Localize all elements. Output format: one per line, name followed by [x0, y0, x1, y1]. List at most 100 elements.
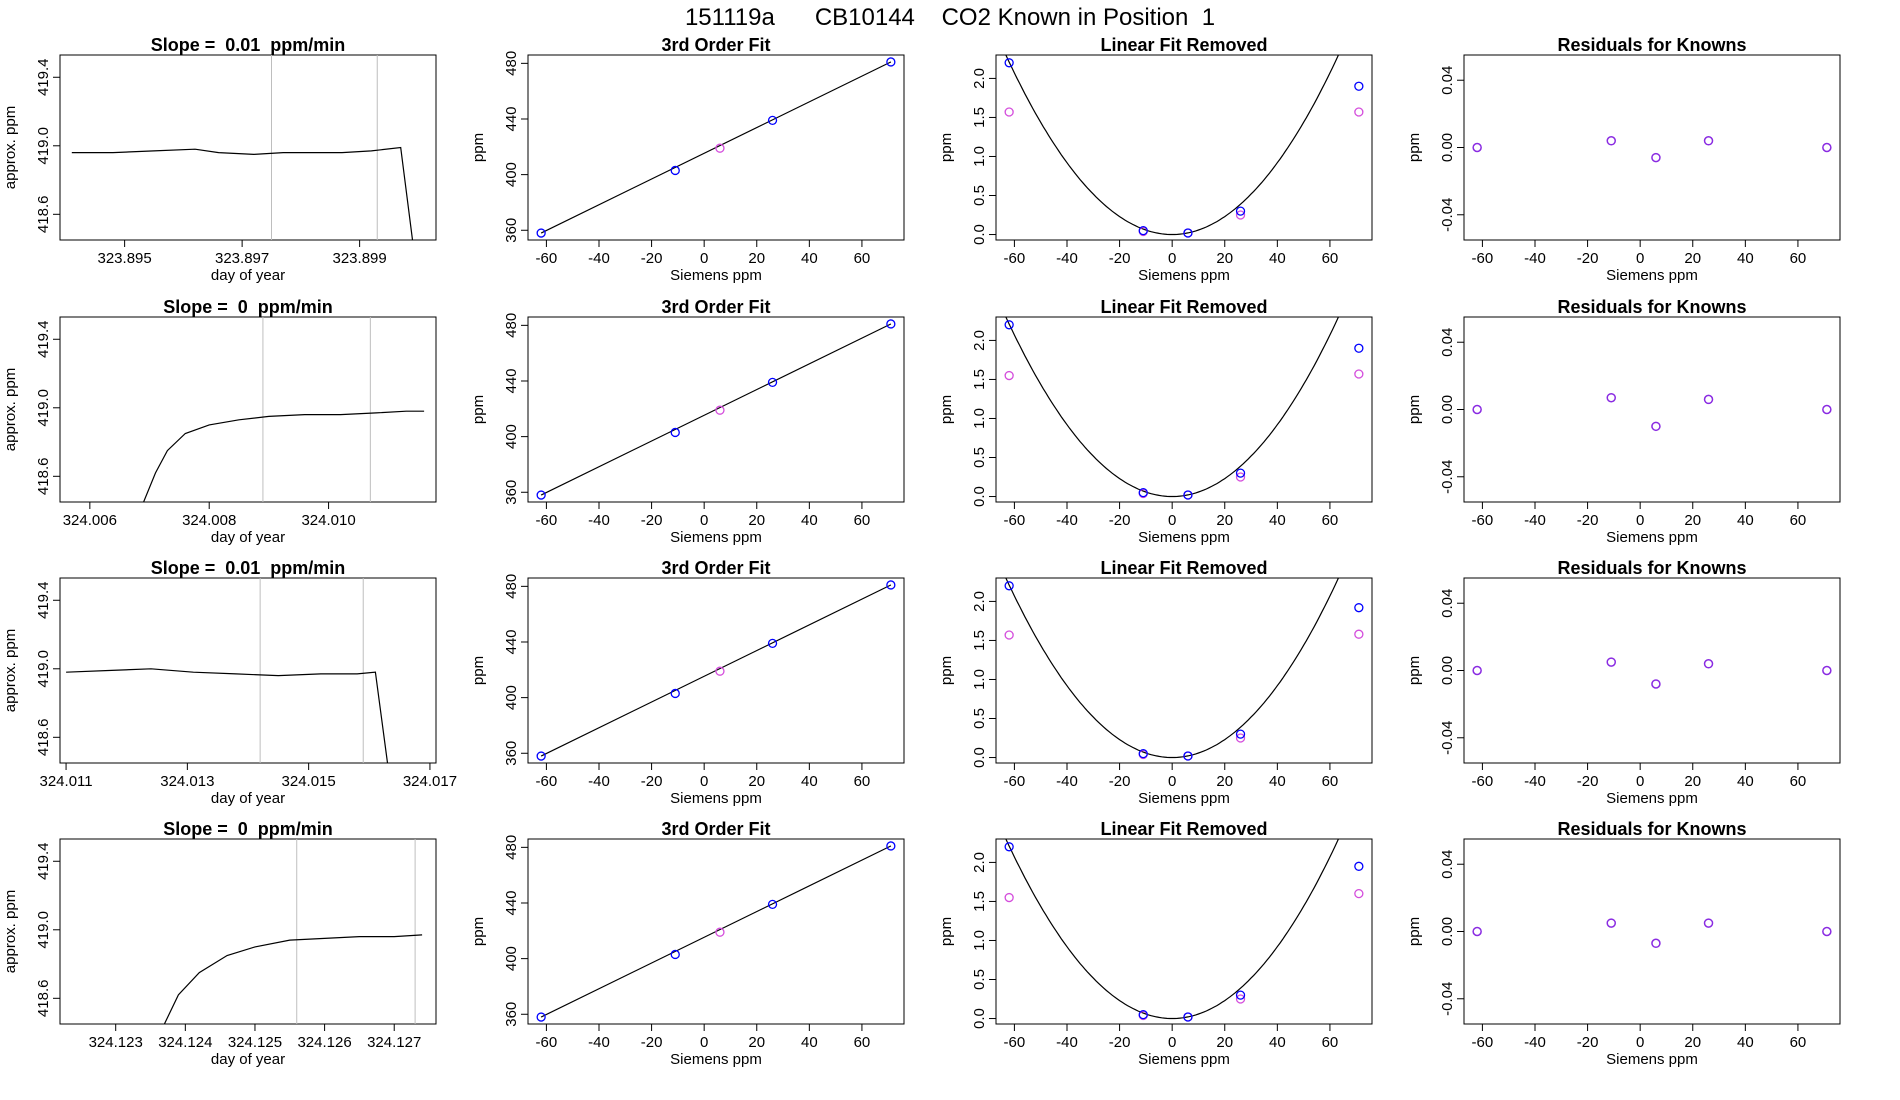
- data-point-blue: [1354, 603, 1364, 613]
- y-tick-label: 360: [503, 1002, 520, 1027]
- data-point-magenta: [1004, 107, 1014, 117]
- x-tick-label: 60: [1790, 250, 1807, 267]
- x-tick-label: -20: [641, 250, 663, 267]
- panel-title: 3rd Order Fit: [661, 35, 770, 55]
- x-tick-label: -40: [1056, 512, 1078, 529]
- x-tick-label: 0: [1168, 250, 1176, 267]
- y-tick-label: 0.5: [971, 447, 988, 468]
- x-tick-label: 40: [1737, 250, 1754, 267]
- data-point-magenta: [1004, 370, 1014, 381]
- y-tick-label: 440: [503, 368, 520, 393]
- data-point-blue: [886, 580, 896, 590]
- data-point-blue: [670, 949, 680, 960]
- x-axis-label: Siemens ppm: [1138, 529, 1230, 546]
- x-tick-label: -40: [1524, 773, 1546, 790]
- x-tick-label: 324.124: [158, 1034, 212, 1051]
- data-point-blue: [670, 427, 680, 438]
- y-tick-label: 360: [503, 480, 520, 505]
- panel-title: Slope = 0 ppm/min: [163, 819, 333, 839]
- data-point-blue: [1004, 842, 1014, 852]
- y-tick-label: 0.0: [971, 224, 988, 245]
- plot-frame: [995, 838, 1373, 1025]
- y-tick-label: 0.5: [971, 185, 988, 206]
- data-point-residual: [1822, 142, 1832, 153]
- data-point-blue: [1183, 228, 1193, 238]
- data-point-magenta: [1235, 210, 1246, 220]
- x-axis-label: Siemens ppm: [1138, 790, 1230, 807]
- data-point-blue: [886, 57, 896, 67]
- panel-title: Residuals for Knowns: [1557, 297, 1746, 317]
- x-tick-label: -60: [1004, 250, 1026, 267]
- x-tick-label: -40: [1524, 512, 1546, 529]
- data-point-blue: [1004, 58, 1014, 68]
- x-tick-label: 0: [1636, 512, 1644, 529]
- x-tick-label: 0: [1636, 773, 1644, 790]
- y-tick-label: 0.0: [971, 486, 988, 507]
- x-tick-label: 40: [1737, 1034, 1754, 1051]
- x-tick-label: -60: [536, 512, 558, 529]
- y-tick-label: 480: [503, 835, 520, 860]
- x-tick-label: 0: [1168, 773, 1176, 790]
- x-tick-label: 324.011: [40, 773, 93, 790]
- y-tick-label: 419.0: [35, 127, 52, 165]
- y-tick-label: 480: [503, 51, 520, 76]
- y-tick-label: 2.0: [971, 852, 988, 873]
- y-tick-label: 1.5: [971, 369, 988, 390]
- data-point-blue: [1235, 990, 1246, 1000]
- x-tick-label: -20: [1109, 512, 1131, 529]
- data-point-residual: [1472, 926, 1482, 937]
- plot-marks: [1472, 392, 1832, 432]
- data-point-magenta: [715, 143, 725, 153]
- x-tick-label: 0: [700, 773, 708, 790]
- plot-frame: [59, 54, 437, 241]
- data-point-residual: [1822, 665, 1832, 676]
- y-tick-label: 440: [503, 106, 520, 131]
- panel-title: Slope = 0.01 ppm/min: [151, 35, 346, 55]
- panel-title: Residuals for Knowns: [1557, 35, 1746, 55]
- data-point-residual: [1703, 394, 1714, 405]
- y-tick-label: -0.04: [1439, 198, 1456, 232]
- x-tick-label: -60: [1004, 773, 1026, 790]
- x-tick-label: 60: [1790, 512, 1807, 529]
- panel-title: Linear Fit Removed: [1100, 558, 1267, 578]
- plot-marks: [1472, 657, 1832, 689]
- y-tick-label: 418.6: [35, 458, 52, 496]
- data-point-residual: [1472, 142, 1482, 153]
- y-tick-label: 480: [503, 574, 520, 599]
- data-point-magenta: [1004, 630, 1014, 640]
- data-point-blue: [1004, 320, 1014, 330]
- data-point-blue: [767, 377, 778, 388]
- plot-marks: [536, 319, 896, 500]
- y-axis-label: ppm: [1406, 656, 1423, 685]
- y-tick-label: 419.4: [35, 842, 52, 880]
- x-tick-label: 40: [1269, 512, 1286, 529]
- plot-marks: [1472, 136, 1832, 163]
- plot-frame: [995, 577, 1373, 764]
- data-point-magenta: [1354, 629, 1364, 639]
- series-line: [71, 146, 414, 240]
- data-point-residual: [1606, 657, 1616, 667]
- plot-frame: [1463, 577, 1841, 764]
- data-point-blue: [1354, 81, 1364, 91]
- x-tick-label: -20: [1577, 773, 1599, 790]
- y-axis-label: ppm: [1406, 395, 1423, 424]
- y-tick-label: 419.0: [35, 911, 52, 949]
- y-tick-label: 419.4: [35, 581, 52, 619]
- data-point-residual: [1822, 404, 1832, 415]
- x-tick-label: 60: [854, 773, 871, 790]
- x-tick-label: 323.899: [333, 250, 387, 267]
- data-point-residual: [1703, 136, 1714, 146]
- x-tick-label: -40: [588, 1034, 610, 1051]
- x-tick-label: -40: [1524, 1034, 1546, 1051]
- x-tick-label: 0: [1636, 250, 1644, 267]
- plot-marks: [143, 317, 425, 502]
- data-point-magenta: [1004, 892, 1014, 903]
- y-axis-label: ppm: [1406, 917, 1423, 946]
- y-tick-label: -0.04: [1439, 460, 1456, 494]
- plot-marks: [66, 578, 389, 763]
- y-tick-label: 0.04: [1439, 589, 1456, 618]
- y-tick-label: 400: [503, 685, 520, 710]
- x-tick-label: -40: [588, 250, 610, 267]
- y-tick-label: 440: [503, 890, 520, 915]
